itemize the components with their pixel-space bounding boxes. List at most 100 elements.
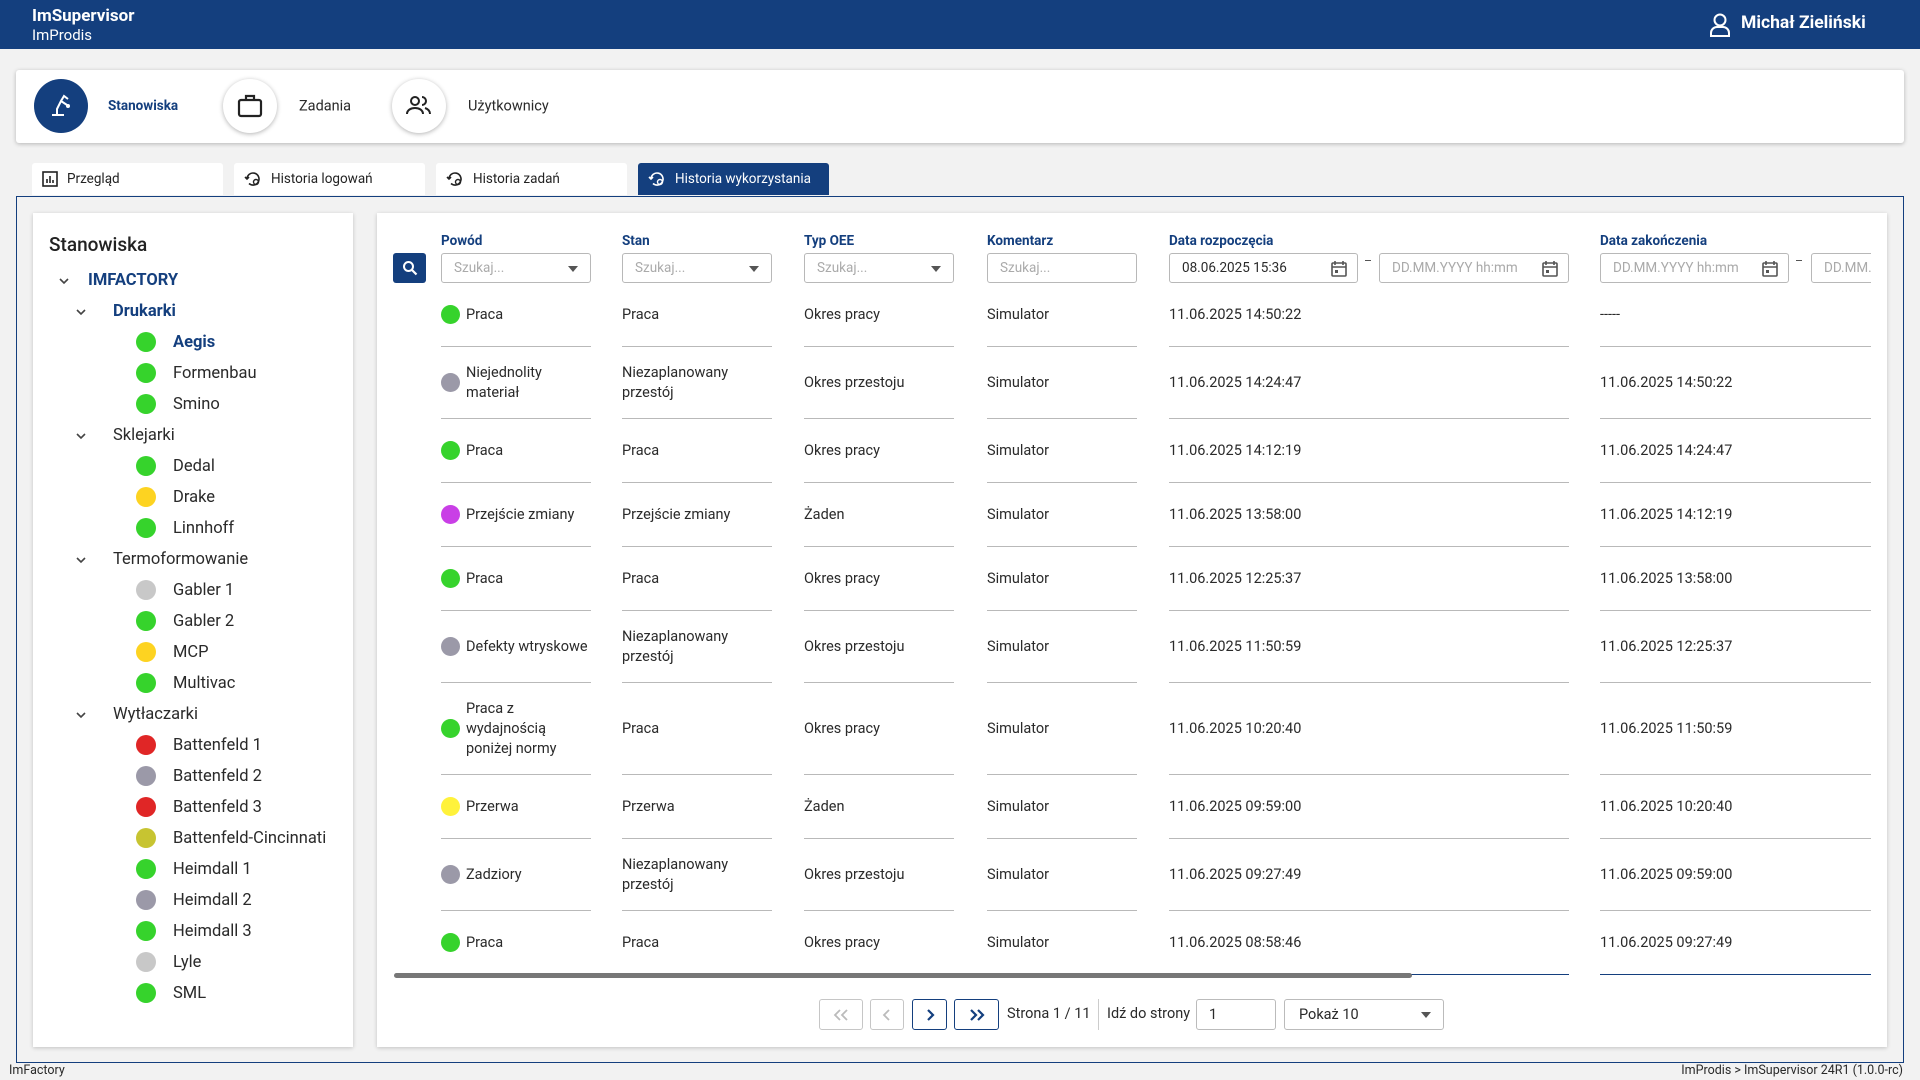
- tree-item[interactable]: Battenfeld-Cincinnati: [136, 826, 326, 850]
- spacer: [1137, 283, 1169, 347]
- filter-input[interactable]: Szukaj...: [804, 253, 954, 283]
- goto-input[interactable]: 1: [1196, 999, 1276, 1030]
- filter-input[interactable]: Szukaj...: [441, 253, 591, 283]
- page-size-select[interactable]: Pokaż 10: [1284, 999, 1444, 1030]
- spacer: [390, 419, 441, 483]
- status-dot: [136, 983, 156, 1003]
- filter-input[interactable]: Szukaj...: [987, 253, 1137, 283]
- scrollbar[interactable]: [394, 973, 1412, 978]
- nav-icon[interactable]: [392, 79, 446, 133]
- tree-item[interactable]: Battenfeld 1: [136, 733, 262, 757]
- next-page[interactable]: [912, 999, 947, 1030]
- nav-label[interactable]: Stanowiska: [108, 98, 179, 114]
- expand-chevron[interactable]: [75, 708, 87, 720]
- user-icon[interactable]: [1708, 12, 1732, 38]
- tree-root[interactable]: IMFACTORY: [88, 270, 179, 290]
- tab-label[interactable]: Historia logowań: [271, 171, 373, 187]
- tab-label[interactable]: Przegląd: [67, 171, 120, 187]
- tree-item[interactable]: Drake: [136, 485, 215, 509]
- date-input[interactable]: DD.MM.YYYY hh:mm: [1811, 253, 1871, 283]
- table-cell: Niezaplanowany przestój: [622, 839, 772, 912]
- station-name[interactable]: Formenbau: [173, 363, 257, 383]
- expand-chevron[interactable]: [58, 274, 70, 286]
- tree-group[interactable]: Sklejarki: [113, 425, 175, 445]
- station-name[interactable]: Dedal: [173, 456, 215, 476]
- date-input[interactable]: DD.MM.YYYY hh:mm: [1600, 253, 1789, 283]
- status-dot: [136, 735, 156, 755]
- station-name[interactable]: Drake: [173, 487, 216, 507]
- station-name[interactable]: Battenfeld 2: [173, 766, 262, 786]
- tree-item[interactable]: Heimdall 2: [136, 888, 252, 912]
- station-name[interactable]: Lyle: [173, 952, 202, 972]
- tree-item[interactable]: Smino: [136, 392, 220, 416]
- end-text: 11.06.2025 12:25:37: [1600, 637, 1733, 655]
- oee-text: Okres przestoju: [804, 637, 905, 655]
- tree-item[interactable]: Aegis: [136, 330, 215, 354]
- date-input[interactable]: DD.MM.YYYY hh:mm: [1379, 253, 1569, 283]
- expand-chevron[interactable]: [75, 553, 87, 565]
- tree-item[interactable]: Gabler 2: [136, 609, 234, 633]
- tab[interactable]: Przegląd: [32, 163, 223, 195]
- station-name[interactable]: MCP: [173, 642, 209, 662]
- station-name[interactable]: SML: [173, 983, 207, 1003]
- station-name[interactable]: Smino: [173, 394, 220, 414]
- nav-icon[interactable]: [34, 79, 88, 133]
- tree-item[interactable]: MCP: [136, 640, 209, 664]
- state-text: Praca: [622, 305, 660, 323]
- prev-page[interactable]: [870, 999, 904, 1030]
- tab-label[interactable]: Historia wykorzystania: [675, 171, 811, 187]
- tree-item[interactable]: Lyle: [136, 950, 201, 974]
- tree-group[interactable]: Drukarki: [113, 301, 176, 321]
- tab[interactable]: Historia wykorzystania: [638, 163, 829, 195]
- status-dot: [136, 580, 156, 600]
- nav-icon[interactable]: [223, 79, 277, 133]
- tree-group[interactable]: Wytłaczarki: [113, 704, 199, 724]
- reason-text: Przejście zmiany: [466, 505, 575, 523]
- station-name[interactable]: Gabler 1: [173, 580, 235, 600]
- nav-label[interactable]: Zadania: [299, 97, 352, 115]
- tree-item[interactable]: Battenfeld 3: [136, 795, 262, 819]
- tab[interactable]: Historia logowań: [234, 163, 425, 195]
- date-input[interactable]: 08.06.2025 15:36: [1169, 253, 1358, 283]
- tree-group[interactable]: Termoformowanie: [113, 549, 249, 569]
- filter-placeholder: Szukaj...: [817, 260, 868, 276]
- station-name[interactable]: Battenfeld-Cincinnati: [173, 828, 327, 848]
- page-size-label[interactable]: Pokaż 10: [1299, 1006, 1359, 1023]
- station-name[interactable]: Heimdall 2: [173, 890, 252, 910]
- tree-item[interactable]: Dedal: [136, 454, 215, 478]
- footer-right: ImProdis > ImSupervisor 24R1 (1.0.0-rc): [1681, 1063, 1903, 1078]
- spacer: [1569, 611, 1600, 683]
- spacer: [954, 911, 987, 975]
- tree-item[interactable]: SML: [136, 981, 206, 1005]
- station-name[interactable]: Heimdall 3: [173, 921, 252, 941]
- station-name[interactable]: Multivac: [173, 673, 236, 693]
- station-name[interactable]: Aegis: [173, 332, 216, 352]
- tab-label[interactable]: Historia zadań: [473, 171, 560, 187]
- tree-item[interactable]: Battenfeld 2: [136, 764, 262, 788]
- tree-item[interactable]: Multivac: [136, 671, 235, 695]
- tree-item[interactable]: Gabler 1: [136, 578, 234, 602]
- station-name[interactable]: Linnhoff: [173, 518, 235, 538]
- start-text: 11.06.2025 09:59:00: [1169, 797, 1302, 815]
- spacer: [1569, 483, 1600, 547]
- tab[interactable]: Historia zadań: [436, 163, 627, 195]
- station-name[interactable]: Heimdall 1: [173, 859, 252, 879]
- expand-chevron[interactable]: [75, 429, 87, 441]
- table-cell: Okres pracy: [804, 911, 954, 976]
- tree-item[interactable]: Heimdall 1: [136, 857, 252, 881]
- station-name[interactable]: Gabler 2: [173, 611, 235, 631]
- station-name[interactable]: Battenfeld 3: [173, 797, 262, 817]
- station-name[interactable]: Battenfeld 1: [173, 735, 262, 755]
- tree-item[interactable]: Formenbau: [136, 361, 257, 385]
- table-cell: Simulator: [987, 347, 1137, 420]
- last-page[interactable]: [954, 999, 999, 1030]
- search-button[interactable]: [393, 253, 426, 283]
- expand-chevron[interactable]: [75, 305, 87, 317]
- tree-item[interactable]: Linnhoff: [136, 516, 234, 540]
- tree-item[interactable]: Heimdall 3: [136, 919, 252, 943]
- user-name[interactable]: Michał Zieliński: [1741, 13, 1866, 33]
- nav-label[interactable]: Użytkownicy: [468, 97, 549, 115]
- filter-input[interactable]: Szukaj...: [622, 253, 772, 283]
- status-dot: [136, 797, 156, 817]
- first-page[interactable]: [819, 999, 863, 1030]
